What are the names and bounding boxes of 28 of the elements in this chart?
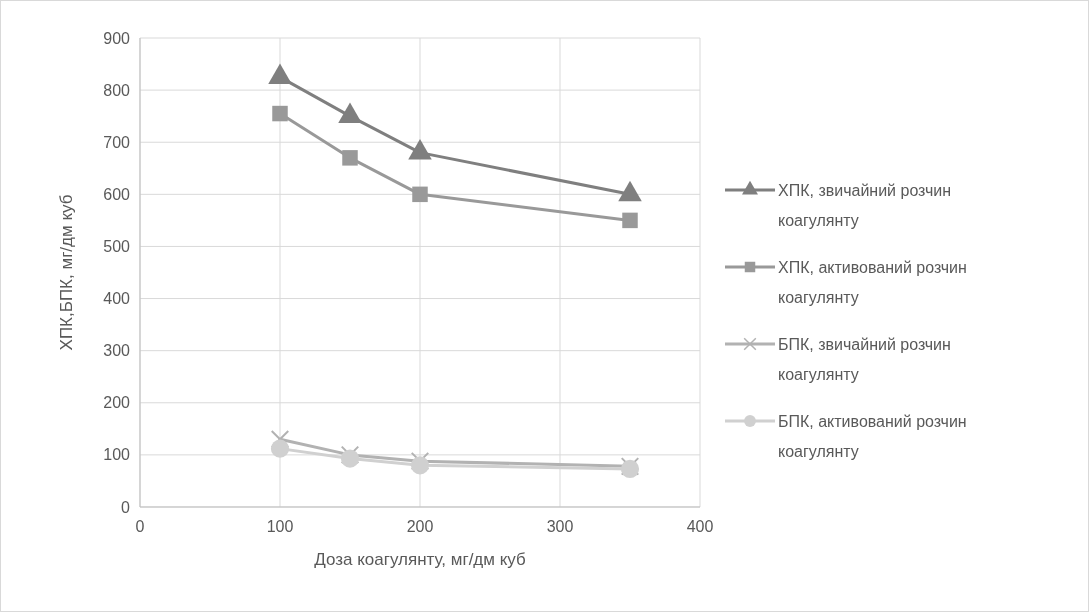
point (338, 102, 362, 123)
x-tick-label: 200 (406, 518, 434, 535)
legend-label: ХПК, звичайний розчин коагулянту (778, 181, 952, 229)
y-tick-label: 0 (121, 498, 131, 516)
legend-label: БПК, активований розчин коагулянту (778, 412, 967, 460)
point (270, 439, 290, 458)
point (268, 63, 292, 84)
x-tick-label: 100 (266, 518, 294, 535)
legend-label: БПК, звичайний розчин коагулянту (778, 335, 951, 383)
x-axis-title: Доза коагулянту, мг/дм куб (314, 550, 527, 569)
y-axis-title: ХПК,БПК, мг/дм куб (57, 194, 76, 351)
legend-label: ХПК, активований розчин коагулянту (778, 258, 967, 306)
x-tick-label: 300 (546, 518, 574, 535)
x-tick-label: 400 (686, 518, 714, 535)
point (618, 180, 642, 202)
y-tick-label: 900 (103, 29, 131, 47)
x-tick-label: 0 (135, 518, 145, 535)
point (408, 139, 432, 160)
point (410, 451, 430, 471)
y-tick-label: 600 (103, 185, 131, 203)
point (410, 456, 430, 475)
y-tick-label: 400 (103, 290, 131, 308)
y-tick-label: 100 (103, 446, 131, 464)
y-tick-label: 700 (103, 133, 131, 151)
y-tick-label: 500 (103, 238, 131, 256)
y-tick-label: 200 (103, 394, 131, 412)
y-tick-label: 800 (103, 81, 131, 99)
y-tick-label: 300 (103, 342, 131, 360)
